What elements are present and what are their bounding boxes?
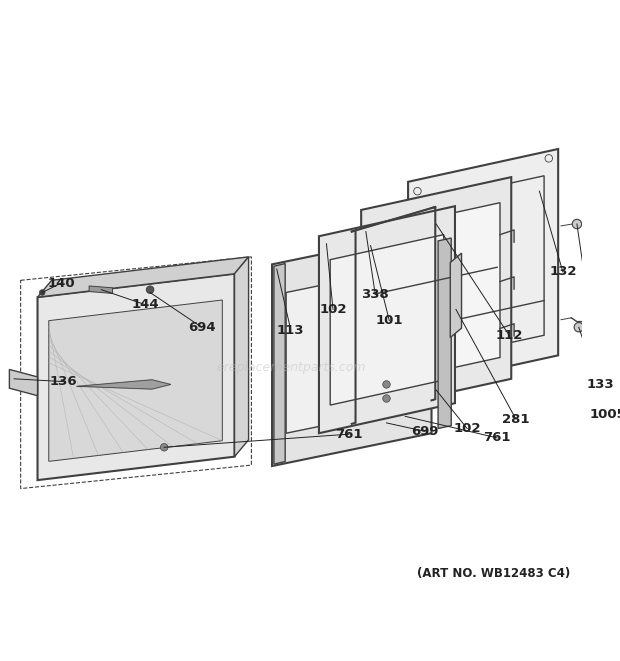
Polygon shape <box>9 369 38 396</box>
Text: 338: 338 <box>361 288 389 301</box>
Circle shape <box>146 286 154 293</box>
Text: 140: 140 <box>47 276 75 290</box>
Text: 113: 113 <box>277 323 304 336</box>
Polygon shape <box>272 231 432 466</box>
Circle shape <box>572 219 582 229</box>
Text: 102: 102 <box>453 422 481 435</box>
Text: 101: 101 <box>376 314 403 327</box>
Polygon shape <box>234 257 249 457</box>
Circle shape <box>40 290 45 295</box>
Text: 112: 112 <box>496 329 523 342</box>
Polygon shape <box>450 253 461 338</box>
Text: 761: 761 <box>484 432 511 444</box>
Polygon shape <box>274 264 285 464</box>
Text: 694: 694 <box>188 321 216 334</box>
Text: 761: 761 <box>335 428 363 441</box>
Polygon shape <box>373 203 500 385</box>
Text: 699: 699 <box>411 425 439 438</box>
Text: 133: 133 <box>587 378 614 391</box>
Polygon shape <box>38 274 234 480</box>
Text: ereplacementparts.com: ereplacementparts.com <box>216 361 366 374</box>
Polygon shape <box>286 266 417 433</box>
Polygon shape <box>361 177 512 412</box>
Polygon shape <box>330 235 444 405</box>
Polygon shape <box>89 286 113 293</box>
Text: 281: 281 <box>502 412 529 426</box>
Circle shape <box>574 323 583 332</box>
Text: 144: 144 <box>131 298 159 311</box>
Circle shape <box>383 381 390 388</box>
Polygon shape <box>77 380 170 389</box>
Polygon shape <box>38 257 249 297</box>
Polygon shape <box>408 149 558 388</box>
Text: 136: 136 <box>50 375 78 388</box>
Text: 1005: 1005 <box>590 408 620 421</box>
Text: (ART NO. WB12483 C4): (ART NO. WB12483 C4) <box>417 567 570 580</box>
Polygon shape <box>49 300 223 461</box>
Circle shape <box>161 444 168 451</box>
Circle shape <box>383 395 390 403</box>
Text: 132: 132 <box>549 265 577 278</box>
Polygon shape <box>438 238 451 428</box>
Text: 102: 102 <box>319 303 347 316</box>
Polygon shape <box>319 206 455 433</box>
